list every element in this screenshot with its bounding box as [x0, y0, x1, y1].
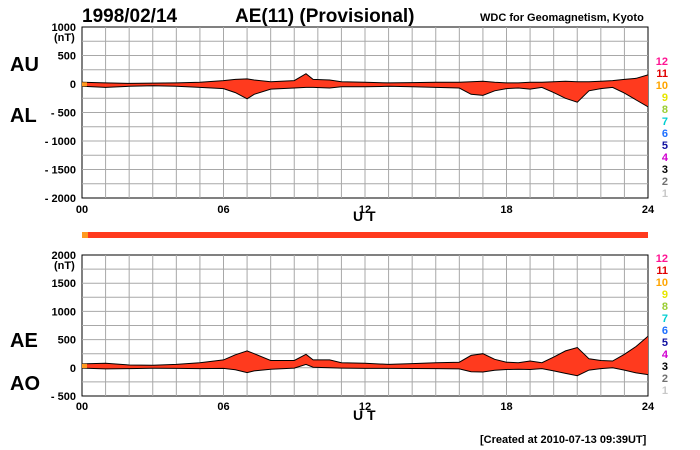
- station-level-label: 7: [662, 116, 668, 128]
- station-level-label: 1: [662, 188, 668, 200]
- au-al-panel: 00 06 12 18 24 1000 500 0 - 500 - 1000 - 1500 - 200…: [45, 22, 655, 216]
- station-level-label: 6: [662, 128, 668, 140]
- station-level-label: 7: [662, 313, 668, 325]
- created-stamp: [Created at 2010-07-13 09:39UT]: [480, 434, 647, 446]
- y-tick-label: 0: [70, 363, 76, 375]
- start-marker: [82, 82, 87, 87]
- station-level-label: 9: [662, 289, 668, 301]
- station-level-label: 8: [662, 104, 668, 116]
- data-source: WDC for Geomagnetism, Kyoto: [480, 12, 644, 24]
- series-line-au: [81, 73, 649, 84]
- y-tick-label: - 2000: [45, 193, 76, 205]
- x-tick-label: 00: [76, 401, 88, 413]
- station-level-label: 4: [662, 349, 669, 361]
- station-count-bar: [82, 232, 648, 238]
- station-level-label: 9: [662, 92, 668, 104]
- station-level-label: 11: [656, 68, 668, 80]
- ao-label: AO: [10, 373, 40, 395]
- station-count-bar-start: [82, 232, 88, 238]
- index-band-fill: [82, 73, 648, 107]
- start-marker: [82, 363, 87, 369]
- y-tick-label: 0: [70, 79, 76, 91]
- x-label-bottom: U T: [353, 407, 376, 423]
- y-tick-label: 500: [58, 51, 76, 63]
- index-band-fill: [82, 336, 648, 376]
- y-tick-label: 1000: [52, 22, 76, 34]
- x-tick-label: 24: [642, 401, 655, 413]
- station-level-label: 3: [662, 164, 668, 176]
- station-level-label: 10: [656, 277, 668, 289]
- station-level-label: 2: [662, 373, 668, 385]
- x-label-top: U T: [353, 208, 376, 224]
- y-tick-label: 1000: [52, 306, 76, 318]
- y-unit-bottom: (nT): [54, 260, 75, 272]
- station-level-label: 8: [662, 301, 668, 313]
- al-label: AL: [10, 105, 37, 127]
- x-tick-label: 06: [217, 401, 229, 413]
- series-line-al: [81, 85, 649, 108]
- y-tick-label: 2000: [52, 250, 76, 262]
- y-tick-label: - 500: [51, 108, 76, 120]
- y-unit-top: (nT): [54, 32, 75, 44]
- au-label: AU: [10, 54, 39, 76]
- station-level-label: 12: [656, 56, 668, 68]
- station-level-label: 2: [662, 176, 668, 188]
- y-tick-label: 1500: [52, 278, 76, 290]
- x-tick-label: 18: [500, 401, 512, 413]
- y-tick-label: - 1000: [45, 136, 76, 148]
- ae-label: AE: [10, 330, 38, 352]
- station-level-label: 3: [662, 361, 668, 373]
- x-tick-label: 24: [642, 204, 655, 216]
- series-line-ao: [81, 363, 649, 377]
- station-level-label: 6: [662, 325, 668, 337]
- station-level-label: 5: [662, 337, 668, 349]
- station-level-label: 11: [656, 265, 668, 277]
- station-level-label: 1: [662, 385, 668, 397]
- station-level-label: 10: [656, 80, 668, 92]
- y-tick-label: - 500: [51, 391, 76, 403]
- x-tick-label: 06: [217, 204, 229, 216]
- ae-ao-panel: 00 06 12 18 24 2000 1500 1000 500 0 - 500: [51, 250, 655, 413]
- y-tick-label: 500: [58, 335, 76, 347]
- x-tick-label: 00: [76, 204, 88, 216]
- chart-title: AE(11) (Provisional): [235, 6, 415, 27]
- y-tick-label: - 1500: [45, 165, 76, 177]
- x-tick-label: 12: [359, 401, 371, 413]
- station-level-label: 12: [656, 253, 668, 265]
- x-tick-label: 12: [359, 204, 371, 216]
- series-line-ae: [81, 335, 649, 366]
- station-level-label: 5: [662, 140, 668, 152]
- station-level-label: 4: [662, 152, 669, 164]
- x-tick-label: 18: [500, 204, 512, 216]
- chart-date: 1998/02/14: [82, 6, 178, 27]
